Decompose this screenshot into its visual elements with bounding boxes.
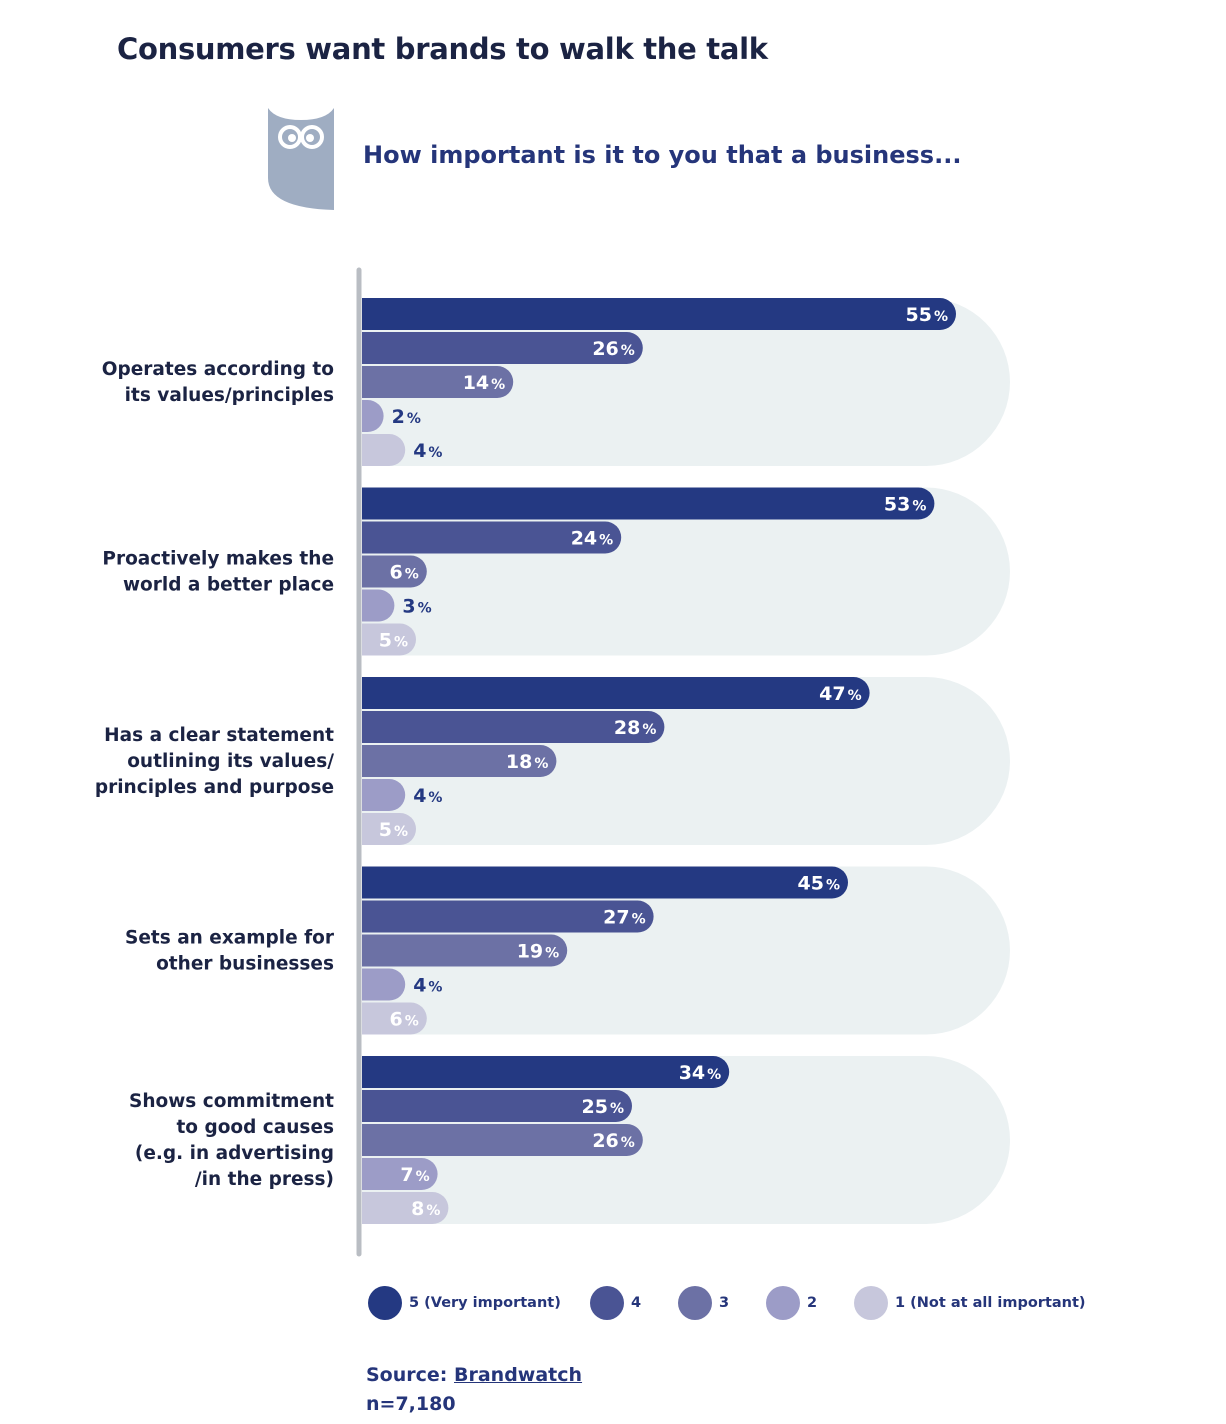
legend-swatch [854,1286,888,1320]
bar [362,298,956,330]
data-label: 5% [379,819,408,841]
legend-item: 2 [766,1285,817,1321]
legend-label: 1 (Not at all important) [895,1295,1086,1311]
data-label: 28% [614,717,656,739]
category-label: other businesses [156,954,334,975]
data-label: 26% [592,1130,634,1152]
data-label: 8% [411,1198,440,1220]
chart-legend: 5 (Very important) 4 3 2 1 (Not at all impor… [368,1285,1128,1321]
source-prefix: Source: [366,1364,454,1386]
bar [362,866,848,899]
category-group: Shows commitment to good causes (e.g. in a… [129,1056,730,1224]
category-label: Has a clear statement [104,725,334,746]
data-label: 25% [582,1096,624,1118]
bar [362,555,427,588]
data-label: 6% [390,562,419,584]
legend-label: 5 (Very important) [409,1295,561,1311]
data-label: 53% [884,494,926,516]
data-label: 14% [463,372,505,394]
data-label: 47% [819,683,861,705]
bar [362,745,557,777]
bar [362,1158,438,1190]
bar [362,1090,632,1122]
bar [362,366,514,398]
category-label: its values/principles [125,385,334,406]
bar [362,934,568,967]
source-link[interactable]: Brandwatch [454,1364,583,1386]
data-label: 4% [413,785,442,807]
legend-label: 2 [807,1295,818,1311]
bar [362,1192,449,1224]
data-label: 45% [798,873,840,895]
legend-swatch [678,1286,712,1320]
owl-body [268,108,334,210]
category-group: Operates according to its values/principl… [102,298,956,466]
data-label: 19% [517,941,559,963]
category-label: Sets an example for [125,928,335,949]
data-label: 4% [413,975,442,997]
chart-subtitle: How important is it to you that a busine… [363,141,962,169]
data-label: 6% [390,1009,419,1031]
source-note: Source: Brandwatch n=7,180 [366,1361,582,1419]
bar [362,711,665,743]
category-label: /in the press) [195,1169,334,1190]
category-group: Sets an example for other businesses 6 % 4 % 1… [125,866,848,1035]
data-label: 3% [402,596,431,618]
bar [362,487,935,520]
legend-item: 3 [678,1285,729,1321]
data-label: 7% [400,1164,429,1186]
data-label: 34% [679,1062,721,1084]
category-group: Proactively makes the world a better plac… [102,487,935,656]
data-label: 5% [379,630,408,652]
bar [362,332,643,364]
data-label: 55% [906,304,948,326]
bar [362,589,395,622]
category-group: Has a clear statement outlining its value… [95,677,870,845]
bar [362,400,384,432]
data-label: 27% [603,907,645,929]
category-label: Proactively makes the [102,549,334,570]
legend-item: 4 [590,1285,641,1321]
data-label: 26% [592,338,634,360]
bar [362,623,416,656]
category-label: to good causes [176,1117,334,1138]
legend-item: 1 (Not at all important) [854,1285,1086,1321]
bar [362,1124,643,1156]
category-label: Operates according to [102,359,334,380]
bar [362,1056,730,1088]
bar [362,1002,427,1035]
bar [362,434,406,466]
category-label: principles and purpose [95,777,334,798]
bar [362,677,870,709]
data-label: 4% [413,440,442,462]
bar [362,900,654,933]
legend-swatch [766,1286,800,1320]
bar [362,813,416,845]
legend-swatch [368,1286,402,1320]
chart-title: Consumers want brands to walk the talk [117,32,768,66]
legend-label: 4 [631,1295,642,1311]
legend-swatch [590,1286,624,1320]
data-label: 2% [392,406,421,428]
category-label: world a better place [123,575,334,596]
data-label: 18% [506,751,548,773]
bar [362,521,622,554]
bar-chart: Operates according to its values/principl… [95,267,1010,1257]
legend-label: 3 [719,1295,730,1311]
category-label: (e.g. in advertising [135,1143,334,1164]
category-label: Shows commitment [129,1091,334,1112]
category-label: outlining its values/ [127,751,334,772]
bar [362,779,406,811]
legend-item: 5 (Very important) [368,1285,561,1321]
sample-size: n=7,180 [366,1393,456,1415]
data-label: 24% [571,528,613,550]
bar [362,968,406,1001]
owl-logo-icon [268,108,334,210]
